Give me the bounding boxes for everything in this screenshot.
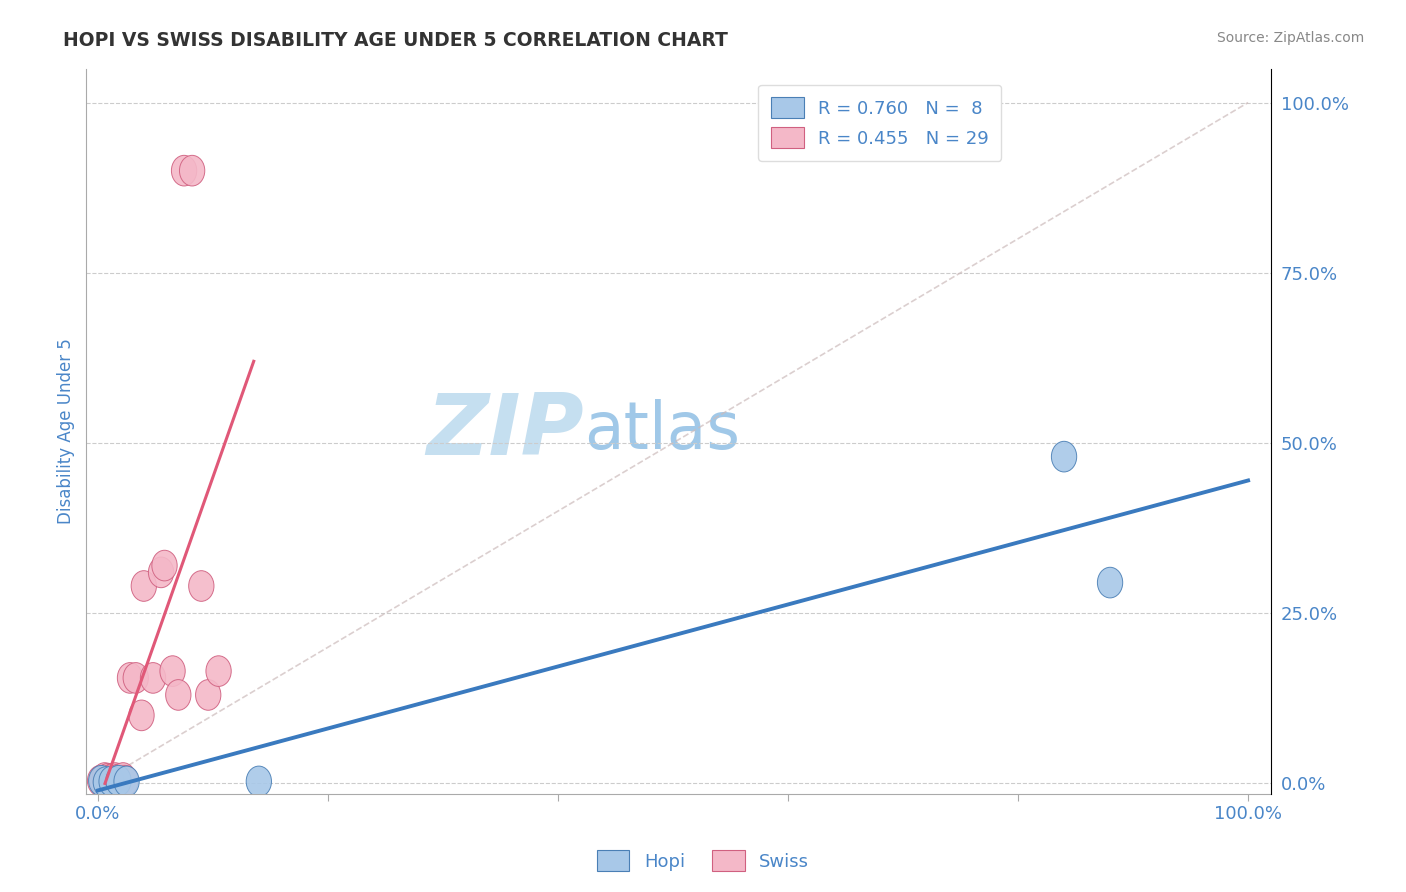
Ellipse shape [90, 764, 115, 796]
Ellipse shape [96, 764, 121, 794]
Ellipse shape [166, 680, 191, 710]
Ellipse shape [108, 764, 134, 795]
Legend: Hopi, Swiss: Hopi, Swiss [589, 843, 817, 879]
Text: HOPI VS SWISS DISABILITY AGE UNDER 5 CORRELATION CHART: HOPI VS SWISS DISABILITY AGE UNDER 5 COR… [63, 31, 728, 50]
Ellipse shape [114, 766, 139, 797]
Ellipse shape [152, 550, 177, 581]
Ellipse shape [93, 767, 118, 797]
Ellipse shape [112, 765, 138, 796]
Ellipse shape [111, 763, 136, 793]
Legend: R = 0.760   N =  8, R = 0.455   N = 29: R = 0.760 N = 8, R = 0.455 N = 29 [758, 85, 1001, 161]
Ellipse shape [1098, 567, 1123, 598]
Text: atlas: atlas [583, 399, 740, 463]
Ellipse shape [172, 155, 197, 186]
Ellipse shape [180, 155, 205, 186]
Ellipse shape [205, 656, 231, 687]
Ellipse shape [98, 766, 124, 797]
Ellipse shape [160, 656, 186, 687]
Ellipse shape [89, 765, 114, 796]
Ellipse shape [105, 765, 131, 796]
Ellipse shape [105, 764, 131, 795]
Ellipse shape [87, 765, 112, 796]
Ellipse shape [93, 765, 118, 796]
Ellipse shape [141, 663, 166, 693]
Ellipse shape [149, 558, 174, 588]
Ellipse shape [103, 763, 128, 793]
Text: Source: ZipAtlas.com: Source: ZipAtlas.com [1216, 31, 1364, 45]
Ellipse shape [188, 571, 214, 601]
Ellipse shape [97, 765, 122, 796]
Y-axis label: Disability Age Under 5: Disability Age Under 5 [58, 338, 75, 524]
Ellipse shape [100, 764, 125, 794]
Text: ZIP: ZIP [426, 390, 583, 473]
Ellipse shape [124, 663, 149, 693]
Ellipse shape [117, 663, 142, 693]
Ellipse shape [131, 571, 156, 601]
Ellipse shape [246, 766, 271, 797]
Ellipse shape [94, 764, 120, 795]
Ellipse shape [195, 680, 221, 710]
Ellipse shape [98, 764, 124, 796]
Ellipse shape [129, 700, 155, 731]
Ellipse shape [1052, 442, 1077, 472]
Ellipse shape [91, 763, 117, 793]
Ellipse shape [104, 765, 129, 796]
